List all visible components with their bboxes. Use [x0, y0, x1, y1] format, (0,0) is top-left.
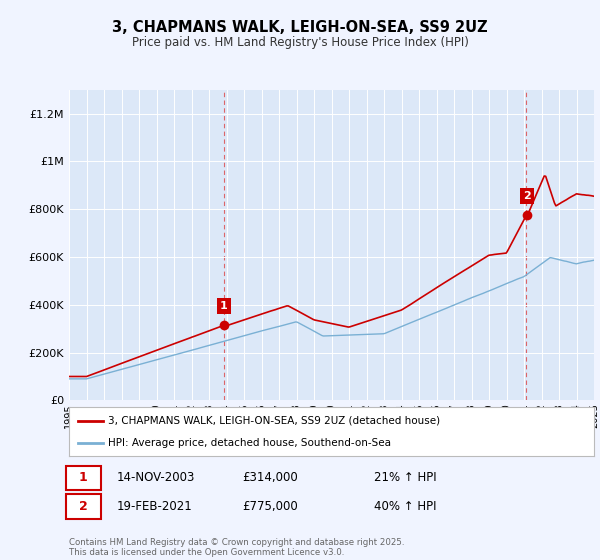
Text: 21% ↑ HPI: 21% ↑ HPI: [373, 472, 436, 484]
Text: 19-FEB-2021: 19-FEB-2021: [116, 500, 192, 513]
Text: 1: 1: [79, 472, 88, 484]
Text: £775,000: £775,000: [242, 500, 298, 513]
FancyBboxPatch shape: [67, 465, 101, 490]
Text: 14-NOV-2003: 14-NOV-2003: [116, 472, 194, 484]
Text: 2: 2: [79, 500, 88, 513]
Text: HPI: Average price, detached house, Southend-on-Sea: HPI: Average price, detached house, Sout…: [109, 437, 391, 447]
FancyBboxPatch shape: [67, 494, 101, 519]
Text: Contains HM Land Registry data © Crown copyright and database right 2025.
This d: Contains HM Land Registry data © Crown c…: [69, 538, 404, 557]
Text: £314,000: £314,000: [242, 472, 298, 484]
Text: 40% ↑ HPI: 40% ↑ HPI: [373, 500, 436, 513]
Text: 3, CHAPMANS WALK, LEIGH-ON-SEA, SS9 2UZ: 3, CHAPMANS WALK, LEIGH-ON-SEA, SS9 2UZ: [112, 20, 488, 35]
Text: 3, CHAPMANS WALK, LEIGH-ON-SEA, SS9 2UZ (detached house): 3, CHAPMANS WALK, LEIGH-ON-SEA, SS9 2UZ …: [109, 416, 440, 426]
Text: 1: 1: [220, 301, 228, 311]
Text: Price paid vs. HM Land Registry's House Price Index (HPI): Price paid vs. HM Land Registry's House …: [131, 36, 469, 49]
Text: 2: 2: [523, 191, 530, 201]
